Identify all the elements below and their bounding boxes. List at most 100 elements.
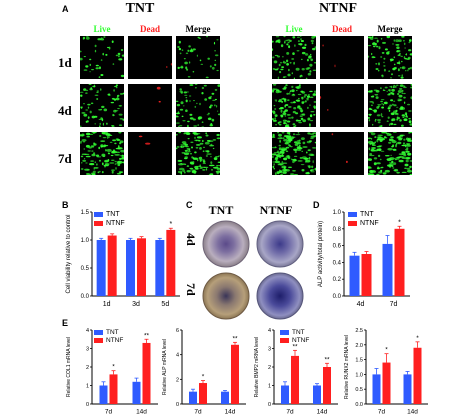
x-tick-label: 7d — [105, 409, 113, 416]
y-tick-label: 2.0 — [355, 343, 363, 349]
col-live-tnt: Live — [93, 24, 111, 34]
staining-row-7d: 7d — [184, 283, 198, 296]
x-tick-label: 4d — [357, 301, 365, 308]
y-tick-label: 1.5 — [81, 210, 90, 216]
significance-mark: ** — [324, 356, 330, 363]
micrograph-tnt-merge-1d — [176, 36, 220, 79]
y-tick-label: 0.5 — [355, 387, 363, 393]
well-ntnf-4d — [256, 220, 304, 268]
y-tick-label: 4 — [86, 328, 89, 334]
panel-a-label: A — [62, 4, 69, 14]
well-tnt-4d — [202, 220, 250, 268]
staining-wells — [202, 220, 304, 320]
y-axis-label: ALP activity/total protein) — [318, 221, 324, 287]
legend-swatch-ntnf — [94, 221, 103, 226]
group-title-ntnf: NTNF — [318, 1, 358, 16]
significance-mark: * — [169, 221, 172, 228]
panel-c-label: C — [186, 200, 193, 210]
micrograph-tnt-dead-1d — [128, 36, 172, 79]
well-tnt-7d — [202, 272, 250, 320]
significance-mark: * — [202, 374, 205, 381]
y-tick-label: 1 — [86, 384, 89, 390]
significance-mark: ** — [292, 343, 298, 350]
bar-ntnf-4d — [361, 254, 372, 296]
legend-label-ntnf: NTNF — [106, 220, 125, 227]
x-tick-label: 1d — [103, 301, 111, 308]
micrograph-ntnf-live-1d — [272, 36, 316, 79]
bar-tnt-4d — [349, 255, 360, 296]
micrograph-ntnf-dead-7d — [320, 132, 364, 175]
bar-ntnf-14d — [142, 342, 151, 404]
bar-tnt-5d — [155, 240, 165, 296]
micrograph-tnt-live-7d — [80, 132, 124, 175]
bar-tnt-3d — [126, 240, 135, 296]
y-tick-label: 6 — [176, 328, 179, 334]
bar-ntnf-7d — [394, 228, 405, 296]
legend-swatch-ntnf — [280, 338, 289, 343]
y-tick-label: 0.5 — [81, 266, 90, 272]
legend-swatch-ntnf — [94, 338, 103, 343]
bar-tnt-7d — [382, 243, 393, 296]
legend-label-ntnf: NTNF — [106, 337, 123, 344]
x-tick-label: 14d — [317, 409, 328, 416]
chart-b-cell-viability: 0.0 0.5 1.0 1.5 Cell viability relative to c… — [66, 210, 180, 308]
y-axis-label: Relative ALP mRNA level — [162, 339, 168, 395]
significance-mark: * — [112, 364, 115, 371]
y-tick-label: 0 — [86, 402, 89, 408]
chart-e-runx2: 0.0 0.5 1.0 1.5 2.0 2.5 Relative RUNX2 mRNA le… — [344, 328, 428, 416]
bar-tnt-7d — [281, 385, 289, 404]
row-label-4d: 4d — [58, 103, 72, 118]
bar-ntnf-1d — [107, 235, 117, 296]
bar-tnt-14d — [313, 385, 321, 404]
y-tick-label: 0 — [268, 402, 271, 408]
bar-ntnf-14d — [323, 367, 331, 404]
scale-bar — [394, 179, 408, 181]
col-live-ntnf: Live — [285, 24, 303, 34]
legend-swatch-tnt — [94, 212, 103, 217]
micrograph-ntnf-dead-1d — [320, 36, 364, 79]
y-tick-label: 1.0 — [333, 210, 342, 216]
significance-mark: ** — [144, 332, 150, 339]
y-tick-label: 1.0 — [355, 372, 363, 378]
x-tick-label: 7d — [286, 409, 294, 416]
legend-label-tnt: TNT — [360, 211, 374, 218]
y-tick-label: 0.0 — [81, 294, 90, 300]
scale-bar-label: 100 μm — [390, 181, 411, 187]
micrograph-ntnf-merge-1d — [368, 36, 412, 79]
significance-mark: * — [398, 219, 401, 226]
y-tick-label: 2 — [86, 365, 89, 371]
y-tick-label: 0.4 — [333, 260, 342, 266]
y-tick-label: 1 — [268, 384, 271, 390]
bar-tnt-7d — [372, 374, 381, 404]
bar-ntnf-7d — [109, 374, 118, 404]
x-tick-label: 7d — [378, 409, 386, 416]
y-tick-label: 0.8 — [333, 227, 342, 233]
chart-e-alp: 0 2 4 6 Relative ALP mRNA level 7d * 14d ** — [162, 328, 246, 416]
micrograph-ntnf-dead-4d — [320, 84, 364, 127]
col-dead-ntnf: Dead — [332, 24, 352, 34]
panel-d-label: D — [313, 200, 320, 210]
y-tick-label: 0.0 — [355, 402, 363, 408]
bar-ntnf-7d — [199, 383, 207, 404]
micrograph-tnt-live-1d — [80, 36, 124, 79]
staining-row-4d: 4d — [184, 233, 198, 246]
micrograph-tnt-live-4d — [80, 84, 124, 127]
micrograph-tnt-merge-7d — [176, 132, 220, 175]
bar-tnt-7d — [189, 391, 197, 404]
legend-swatch-tnt — [280, 330, 289, 335]
x-tick-label: 14d — [407, 409, 418, 416]
legend-swatch-tnt — [348, 212, 357, 217]
micrograph-ntnf-merge-4d — [368, 84, 412, 127]
x-tick-label: 14d — [136, 409, 147, 416]
group-title-tnt: TNT — [125, 1, 155, 16]
bar-tnt-14d — [221, 391, 229, 404]
legend-label-ntnf: NTNF — [292, 337, 309, 344]
legend-swatch-ntnf — [348, 221, 357, 226]
bar-ntnf-3d — [137, 238, 146, 296]
significance-mark: * — [385, 347, 388, 354]
col-dead-tnt: Dead — [140, 24, 160, 34]
y-tick-label: 0.6 — [333, 244, 342, 250]
y-axis-label: Relative COL1 mRNA level — [66, 337, 72, 397]
y-tick-label: 4 — [268, 328, 271, 334]
micrograph-ntnf-live-7d — [272, 132, 316, 175]
